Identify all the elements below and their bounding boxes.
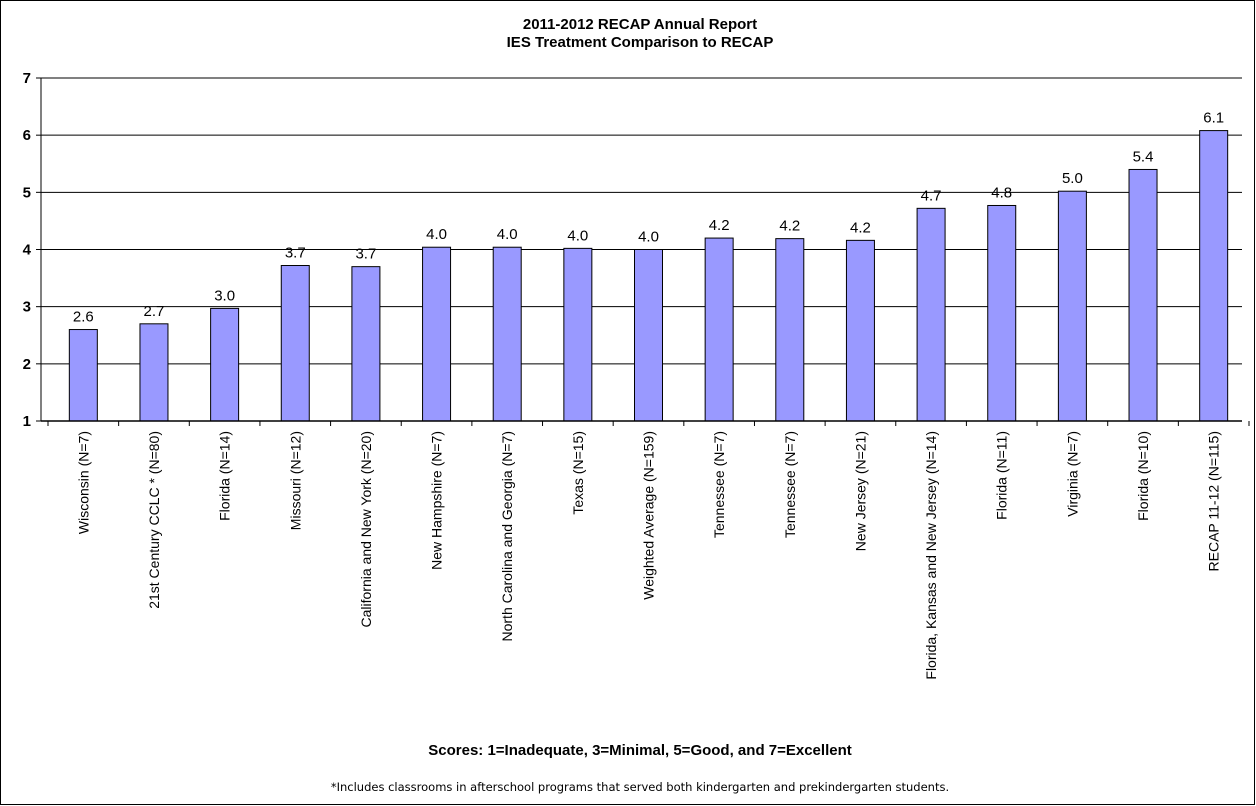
y-tick-label: 1	[23, 413, 31, 430]
bar	[916, 207, 946, 422]
y-tick-label: 7	[23, 70, 31, 87]
x-axis-label: Scores: 1=Inadequate, 3=Minimal, 5=Good,…	[428, 742, 852, 759]
value-label: 4.0	[497, 226, 518, 243]
value-label: 2.7	[144, 303, 165, 320]
value-label: 6.1	[1203, 110, 1224, 127]
value-label: 4.7	[921, 187, 942, 204]
bar	[634, 249, 663, 422]
bar	[68, 329, 98, 422]
x-tick-label: Florida (N=10)	[1135, 431, 1151, 521]
value-label: 4.0	[567, 227, 588, 244]
chart-subtitle: IES Treatment Comparison to RECAP	[507, 34, 774, 51]
x-tick-label: North Carolina and Georgia (N=7)	[499, 431, 515, 642]
x-tick-label: Tennessee (N=7)	[711, 431, 727, 538]
x-tick-label: Florida (N=14)	[217, 431, 233, 521]
bar	[1057, 190, 1087, 422]
bar	[139, 323, 169, 422]
value-label: 3.7	[355, 246, 376, 263]
bar	[1128, 168, 1158, 422]
x-tick-label: Wisconsin (N=7)	[75, 431, 91, 534]
y-tick-label: 6	[23, 127, 31, 144]
bar	[775, 238, 805, 422]
value-label: 5.0	[1062, 170, 1083, 187]
value-label: 4.0	[426, 226, 447, 243]
value-label: 4.2	[709, 217, 730, 234]
x-tick-label: Weighted Average (N=159)	[641, 431, 657, 600]
x-tick-label: New Hampshire (N=7)	[429, 431, 445, 570]
y-tick-label: 3	[23, 299, 31, 316]
bar	[845, 239, 875, 422]
value-label: 4.0	[638, 229, 659, 246]
bar	[563, 247, 593, 422]
value-label: 3.7	[285, 245, 306, 262]
x-tick-label: California and New York (N=20)	[358, 431, 374, 628]
x-tick-label: Tennessee (N=7)	[782, 431, 798, 538]
chart-title: 2011-2012 RECAP Annual Report	[523, 16, 757, 33]
x-tick-label: Missouri (N=12)	[287, 431, 303, 530]
y-tick-label: 2	[23, 356, 31, 373]
value-label: 2.6	[73, 309, 94, 326]
bar	[1199, 130, 1229, 422]
footnote: *Includes classrooms in afterschool prog…	[331, 780, 949, 794]
value-label: 5.4	[1133, 148, 1154, 165]
value-label: 4.2	[850, 219, 871, 236]
x-tick-label: Texas (N=15)	[570, 431, 586, 515]
value-label: 4.2	[779, 218, 800, 235]
bar	[987, 204, 1017, 422]
x-tick-label: Virginia (N=7)	[1064, 431, 1080, 517]
bar	[704, 237, 734, 422]
bar	[280, 265, 310, 422]
value-label: 4.8	[991, 184, 1012, 201]
y-tick-label: 5	[23, 184, 31, 201]
x-tick-label: Florida, Kansas and New Jersey (N=14)	[923, 431, 939, 680]
bar	[210, 307, 240, 422]
x-tick-label: RECAP 11-12 (N=115)	[1206, 431, 1222, 571]
y-tick-label: 4	[23, 242, 32, 259]
value-label: 3.0	[214, 287, 235, 304]
x-tick-label: New Jersey (N=21)	[852, 431, 868, 551]
x-tick-label: 21st Century CCLC * (N=80)	[146, 431, 162, 609]
bar	[492, 246, 522, 422]
x-tick-label: Florida (N=11)	[994, 431, 1010, 520]
bar	[422, 246, 452, 422]
bar	[351, 266, 381, 422]
